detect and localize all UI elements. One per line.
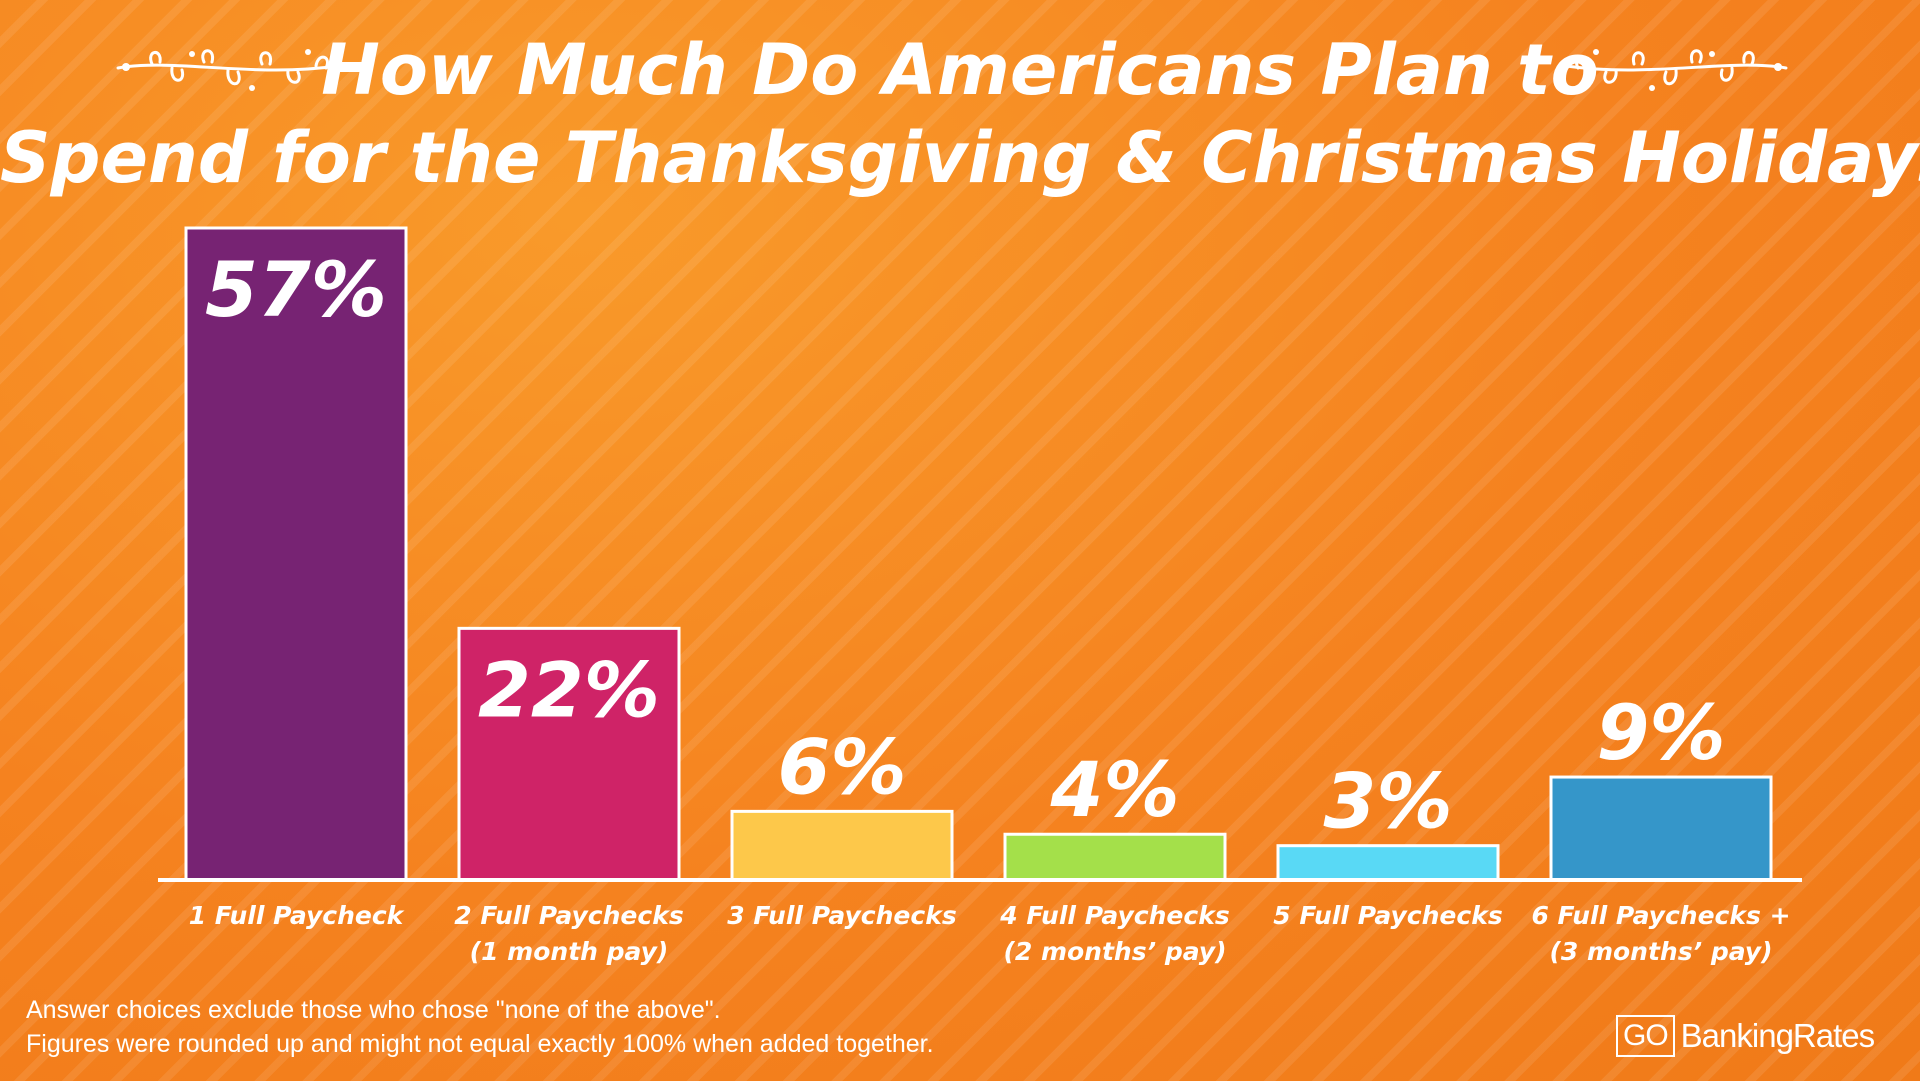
value-label-5: 3% [1323, 757, 1452, 846]
bar-6 [1549, 775, 1773, 882]
logo-wordmark: BankingRates [1680, 1017, 1875, 1054]
chart-title-line-1: How Much Do Americans Plan to [321, 29, 1599, 111]
value-label-4: 4% [1049, 745, 1179, 834]
value-label-3: 6% [777, 722, 906, 811]
bar-3 [730, 809, 954, 882]
logo-go-mark: GO [1616, 1015, 1675, 1057]
footnote-exclusions: Answer choices exclude those who chose "… [26, 996, 721, 1024]
value-label-6: 9% [1596, 688, 1725, 777]
bar-2 [457, 626, 681, 882]
left-vine-ornament-icon [116, 49, 340, 91]
category-label-3: 3 Full Paychecks [727, 901, 956, 930]
category-label-4: 4 Full Paychecks (2 months’ pay) [999, 901, 1229, 966]
value-label-2: 22% [478, 645, 660, 734]
value-label-1: 57% [205, 245, 387, 334]
category-label-1: 1 Full Paycheck [189, 901, 405, 930]
category-label-5: 5 Full Paychecks [1273, 901, 1502, 930]
footnote-rounding: Figures were rounded up and might not eq… [26, 1030, 934, 1058]
bar-5 [1276, 844, 1500, 882]
bar-1 [184, 226, 408, 882]
chart-title-line-2: Spend for the Thanksgiving & Christmas H… [0, 117, 1920, 199]
category-label-2: 2 Full Paychecks (1 month pay) [454, 901, 683, 966]
right-vine-ornament-icon [1564, 49, 1788, 91]
category-label-6: 6 Full Paychecks + (3 months’ pay) [1531, 901, 1790, 966]
gobankingrates-logo: GO BankingRates [1616, 1012, 1875, 1060]
bar-4 [1003, 832, 1227, 882]
